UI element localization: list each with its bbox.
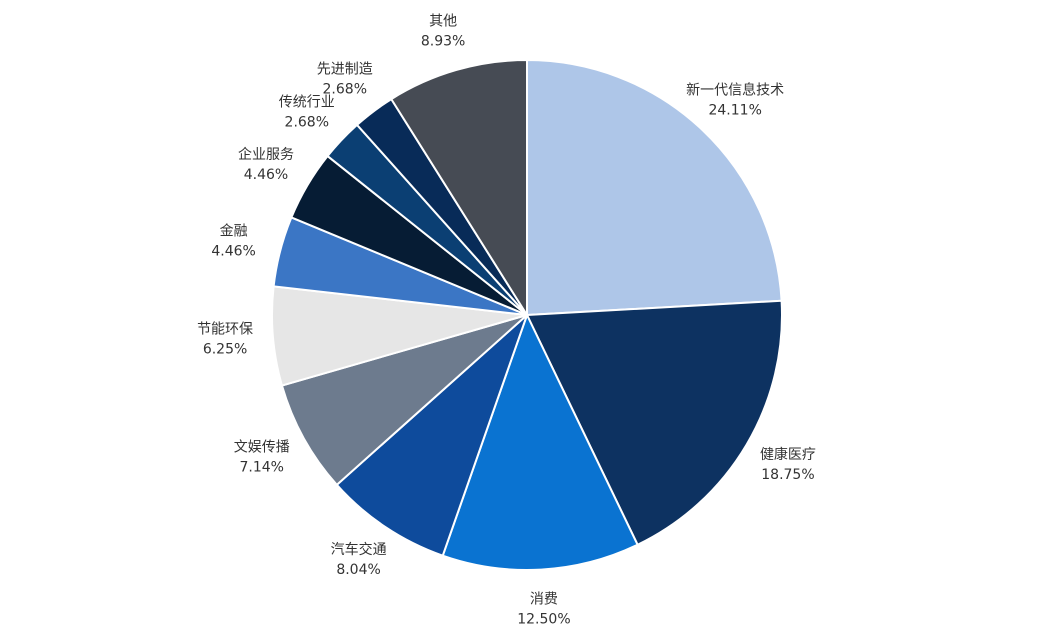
slice-label: 金融: [220, 223, 248, 239]
slice-label: 健康医疗: [760, 446, 816, 463]
pie-slice: [335, 314, 528, 557]
slice-label: 汽车交通: [331, 541, 387, 558]
slice-value-label: 2.68%: [285, 114, 329, 130]
slice-value-label: 18.75%: [761, 467, 814, 483]
pie-slice: [389, 58, 528, 319]
slice-label: 企业服务: [238, 146, 294, 163]
slice-value-label: 7.14%: [240, 460, 284, 476]
slice-label: 节能环保: [197, 322, 253, 338]
pie-slice: [441, 312, 639, 571]
slice-label: 先进制造: [317, 61, 373, 77]
slice-value-label: 24.11%: [708, 103, 761, 119]
slice-label: 传统行业: [279, 94, 335, 110]
slice-label: 消费: [530, 592, 558, 608]
slice-value-label: 4.46%: [244, 167, 288, 183]
slice-label: 新一代信息技术: [686, 82, 784, 99]
slice-value-label: 6.25%: [203, 342, 247, 358]
pie-slice: [280, 314, 528, 487]
slice-value-label: 8.04%: [336, 562, 380, 578]
slice-label: 文娱传播: [234, 440, 290, 456]
slice-value-label: 2.68%: [323, 81, 367, 97]
pie-slice: [526, 58, 783, 317]
slice-label: 其他: [429, 14, 457, 30]
slice-value-label: 12.50%: [517, 612, 570, 628]
pie-slice: [525, 299, 783, 547]
slice-value-label: 8.93%: [421, 34, 465, 50]
slice-value-label: 4.46%: [211, 243, 255, 259]
